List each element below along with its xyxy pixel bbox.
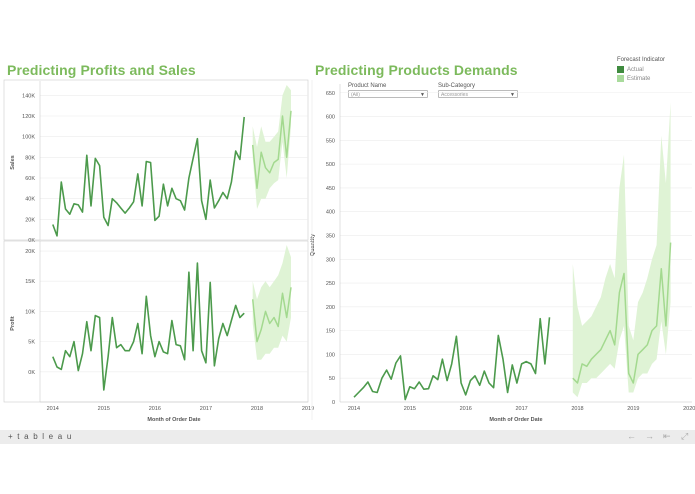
x-tick-label: 2019 — [302, 406, 314, 412]
y-tick-label: 5K — [28, 340, 35, 346]
actual-series-line — [52, 116, 245, 237]
quantity-chart[interactable]: 0 50 100 150 200 250 300 350 400 450 500 550 600 650 Q… — [310, 84, 695, 423]
tableau-logo[interactable]: + t a b l e a u — [8, 432, 73, 441]
tableau-toolbar: + t a b l e a u ← → ⇤ ⤢ — [0, 430, 695, 444]
sub-category-dropdown[interactable]: Accessories ▼ — [438, 90, 518, 98]
x-tick-label: 2018 — [571, 406, 583, 412]
filter-sub-category: Sub-Category Accessories ▼ — [438, 83, 518, 98]
y-tick-label: 350 — [326, 233, 335, 239]
filter-sub-category-label: Sub-Category — [438, 83, 476, 89]
y-tick-label: 120K — [22, 114, 35, 120]
x-axis-title: Month of Order Date — [489, 417, 542, 423]
forecast-band — [252, 85, 291, 209]
y-tick-label: 0K — [28, 370, 35, 376]
x-tick-label: 2017 — [515, 406, 527, 412]
legend-title: Forecast Indicator — [617, 57, 666, 63]
x-tick-label: 2020 — [683, 406, 695, 412]
y-tick-label: 20K — [25, 217, 35, 223]
estimate-series-line — [251, 287, 292, 343]
legend-item-actual[interactable]: Actual — [617, 65, 665, 74]
page-title-product-demands: Predicting Products Demands — [315, 62, 518, 78]
redo-icon[interactable]: → — [645, 431, 654, 441]
y-tick-label: 550 — [326, 138, 335, 144]
legend-label-actual: Actual — [627, 66, 644, 73]
y-tick-label: 600 — [326, 115, 335, 121]
y-axis-title: Profit — [10, 316, 16, 331]
x-tick-label: 2014 — [348, 406, 360, 412]
estimate-series-line — [572, 242, 672, 384]
legend-item-estimate[interactable]: Estimate — [617, 74, 665, 83]
y-tick-label: 20K — [25, 249, 35, 255]
legend-swatch-estimate — [617, 75, 624, 82]
fullscreen-icon[interactable]: ⤢ — [681, 431, 689, 441]
forecast-band — [572, 102, 671, 398]
x-tick-label: 2018 — [251, 406, 263, 412]
y-tick-label: 40K — [25, 197, 35, 203]
x-tick-label: 2014 — [47, 406, 59, 412]
y-axis-title: Sales — [10, 155, 16, 169]
product-name-dropdown[interactable]: (All) ▼ — [348, 90, 428, 98]
y-tick-label: 15K — [25, 279, 35, 285]
actual-series-line — [353, 317, 551, 401]
estimate-series-line — [251, 110, 292, 190]
y-tick-label: 80K — [25, 155, 35, 161]
product-name-value: (All) — [351, 92, 360, 98]
y-tick-label: 50 — [329, 376, 335, 382]
page-title-profits-sales: Predicting Profits and Sales — [7, 62, 196, 78]
actual-series-line — [52, 262, 245, 391]
chevron-down-icon: ▼ — [420, 92, 425, 98]
chevron-down-icon: ▼ — [510, 92, 515, 98]
y-tick-label: 150 — [326, 329, 335, 335]
profit-chart[interactable]: 0K 5K 10K 15K 20K Profit 2014 2015 2016 2017 2018 2… — [3, 240, 314, 423]
legend-forecast-indicator: Forecast Indicator Actual Estimate — [617, 57, 665, 83]
filter-product-name-label: Product Name — [348, 83, 387, 89]
y-tick-label: 500 — [326, 162, 335, 168]
y-tick-label: 0 — [332, 400, 335, 406]
y-tick-label: 10K — [25, 309, 35, 315]
x-tick-label: 2015 — [98, 406, 110, 412]
y-tick-label: 400 — [326, 210, 335, 216]
reset-icon[interactable]: ⇤ — [663, 431, 671, 441]
legend-swatch-actual — [617, 66, 624, 73]
x-tick-label: 2016 — [460, 406, 472, 412]
y-tick-label: 300 — [326, 257, 335, 263]
filter-product-name: Product Name (All) ▼ — [348, 83, 428, 98]
forecast-band — [252, 245, 291, 360]
x-tick-label: 2015 — [404, 406, 416, 412]
y-tick-label: 100 — [326, 352, 335, 358]
legend-label-estimate: Estimate — [627, 75, 651, 82]
sub-category-value: Accessories — [441, 92, 468, 98]
y-tick-label: 100K — [22, 135, 35, 141]
y-tick-label: 250 — [326, 281, 335, 287]
y-tick-label: 140K — [22, 93, 35, 99]
undo-icon[interactable]: ← — [627, 431, 636, 441]
y-tick-label: 200 — [326, 305, 335, 311]
x-tick-label: 2019 — [627, 406, 639, 412]
x-axis-title: Month of Order Date — [147, 417, 200, 423]
x-tick-label: 2017 — [200, 406, 212, 412]
y-tick-label: 650 — [326, 91, 335, 97]
x-tick-label: 2016 — [149, 406, 161, 412]
y-axis-title: Quantity — [310, 233, 316, 256]
y-tick-label: 450 — [326, 186, 335, 192]
y-tick-label: 60K — [25, 176, 35, 182]
